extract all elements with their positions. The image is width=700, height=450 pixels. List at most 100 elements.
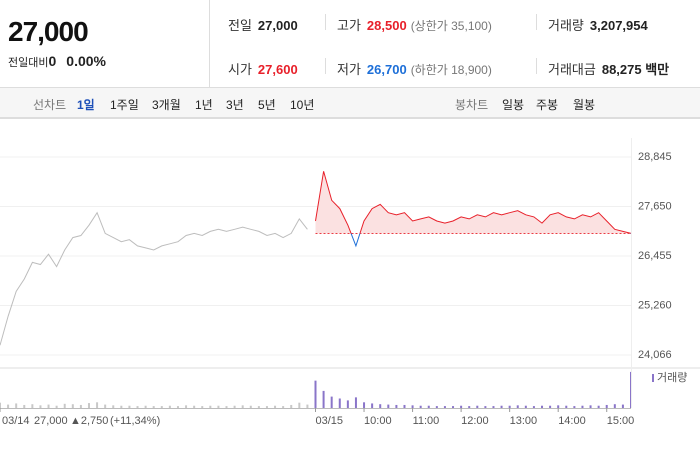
- volume-bar: [249, 405, 252, 408]
- volume-bar: [565, 405, 568, 408]
- volume-bar: [96, 402, 99, 408]
- volume-bar: [443, 406, 446, 408]
- quote-label: 거래량: [548, 18, 584, 33]
- y-tick-label: 27,650: [638, 200, 672, 212]
- volume-bar: [508, 405, 511, 408]
- tab-bar: 선차트 1일 1주일 3개월 1년 3년 5년 10년 봉차트 일봉 주봉 월봉: [0, 88, 700, 118]
- volume-bar: [63, 403, 66, 408]
- volume-bar: [371, 403, 374, 408]
- change-value: 0: [48, 53, 57, 69]
- quote-cell: 저가 26,700 (하한가 18,900): [337, 59, 492, 78]
- x-tick-label: 03/14: [2, 415, 30, 427]
- volume-bar: [338, 398, 341, 408]
- volume-bar: [492, 406, 495, 408]
- volume-bar: [581, 405, 584, 408]
- volume-bar: [403, 404, 406, 408]
- quote-cell: 고가 28,500 (상한가 35,100): [337, 15, 492, 34]
- volume-bar: [144, 405, 147, 408]
- volume-bar: [500, 405, 503, 408]
- volume-bar: [290, 404, 293, 408]
- volume-bar: [217, 405, 220, 408]
- volume-bar: [516, 405, 519, 408]
- separator: [536, 14, 537, 30]
- volume-bar: [128, 405, 131, 408]
- volume-bar: [419, 405, 422, 408]
- quote-value: 88,275 백만: [601, 62, 670, 77]
- chart: 24,066 25,260 26,455 27,650 28,845 거래량 03/14 03…: [0, 118, 700, 427]
- quote-value: 27,000: [257, 18, 298, 33]
- tab[interactable]: 3개월: [152, 98, 181, 112]
- tab[interactable]: 1년: [195, 98, 213, 112]
- annotation-rate: (+11,34%): [110, 415, 160, 427]
- volume-bar: [39, 405, 42, 408]
- volume-bar: [193, 405, 196, 408]
- volume-bar: [363, 402, 366, 408]
- volume-bar: [435, 406, 438, 408]
- volume-bar: [233, 405, 236, 408]
- x-tick-label: 11:00: [413, 415, 440, 427]
- volume-bar: [589, 405, 592, 408]
- volume-bar: [411, 405, 414, 408]
- tab[interactable]: 10년: [290, 98, 315, 112]
- volume-bar: [265, 406, 268, 408]
- volume-bar: [573, 406, 576, 408]
- x-tick-label: 14:00: [558, 415, 586, 427]
- volume-bar: [160, 406, 163, 408]
- volume-bar: [176, 406, 179, 408]
- volume-bar: [120, 405, 123, 408]
- quote-cell: 전일 27,000: [228, 15, 298, 34]
- y-tick-label: 24,066: [638, 349, 672, 361]
- volume-bar: [484, 406, 487, 408]
- separator: [325, 14, 326, 30]
- quote-label: 거래대금: [548, 62, 596, 77]
- volume-bar: [152, 406, 155, 408]
- quote-row: 시가 27,600 저가 26,700 (하한가 18,900) 거래대금 88,275 백…: [210, 44, 700, 88]
- tab[interactable]: 5년: [258, 98, 276, 112]
- volume-bar: [330, 396, 333, 408]
- tab[interactable]: 1주일: [110, 98, 139, 112]
- volume-bar: [87, 403, 90, 408]
- quote-cell: 거래대금 88,275 백만: [548, 59, 669, 78]
- tab[interactable]: 1일: [77, 98, 95, 112]
- volume-bar: [282, 406, 285, 408]
- quote-row: 전일 27,000 고가 28,500 (상한가 35,100) 거래량 3,207,954: [210, 0, 700, 44]
- quote-value: 26,700: [366, 62, 407, 77]
- volume-bar: [460, 405, 463, 408]
- volume-bar: [557, 405, 560, 408]
- volume-bar: [274, 405, 277, 408]
- tab[interactable]: 월봉: [573, 98, 596, 112]
- quote-note: (하한가 18,900): [410, 63, 492, 77]
- volume-bar: [209, 405, 212, 408]
- quote-value: 28,500: [366, 18, 407, 33]
- volume-bar: [613, 404, 616, 408]
- volume-bar: [79, 404, 82, 408]
- change-label: 전일대비: [8, 57, 49, 69]
- legend-label: 거래량: [657, 371, 687, 384]
- volume-bar: [0, 402, 1, 408]
- tab[interactable]: 일봉: [502, 98, 525, 112]
- quote-panel: 27,000 전일대비0 0.00% 전일 27,000 고가 28,500 (상한가 3…: [0, 0, 700, 88]
- y-tick-label: 25,260: [638, 299, 672, 311]
- tab[interactable]: 3년: [226, 98, 244, 112]
- volume-bar: [168, 405, 171, 408]
- volume-bar: [31, 404, 34, 408]
- quote-value: 3,207,954: [589, 18, 648, 33]
- volume-bar: [452, 406, 455, 408]
- volume-bar: [136, 406, 139, 408]
- quote-label: 고가: [337, 18, 361, 33]
- volume-bar: [354, 397, 357, 408]
- y-tick-label: 28,845: [638, 151, 672, 163]
- x-tick-label: 15:00: [607, 415, 635, 427]
- change: 전일대비0 0.00%: [8, 53, 116, 70]
- volume-bar: [314, 380, 317, 408]
- volume-bar: [532, 406, 535, 408]
- separator: [536, 58, 537, 74]
- price-line: [315, 171, 632, 248]
- volume-bar: [104, 404, 107, 408]
- volume-bar: [379, 404, 382, 408]
- tab[interactable]: 주봉: [536, 98, 559, 112]
- x-tick-label: 10:00: [364, 415, 392, 427]
- volume-bar: [225, 406, 228, 408]
- volume-bar: [387, 404, 390, 408]
- x-tick-label: 03/15: [316, 415, 344, 427]
